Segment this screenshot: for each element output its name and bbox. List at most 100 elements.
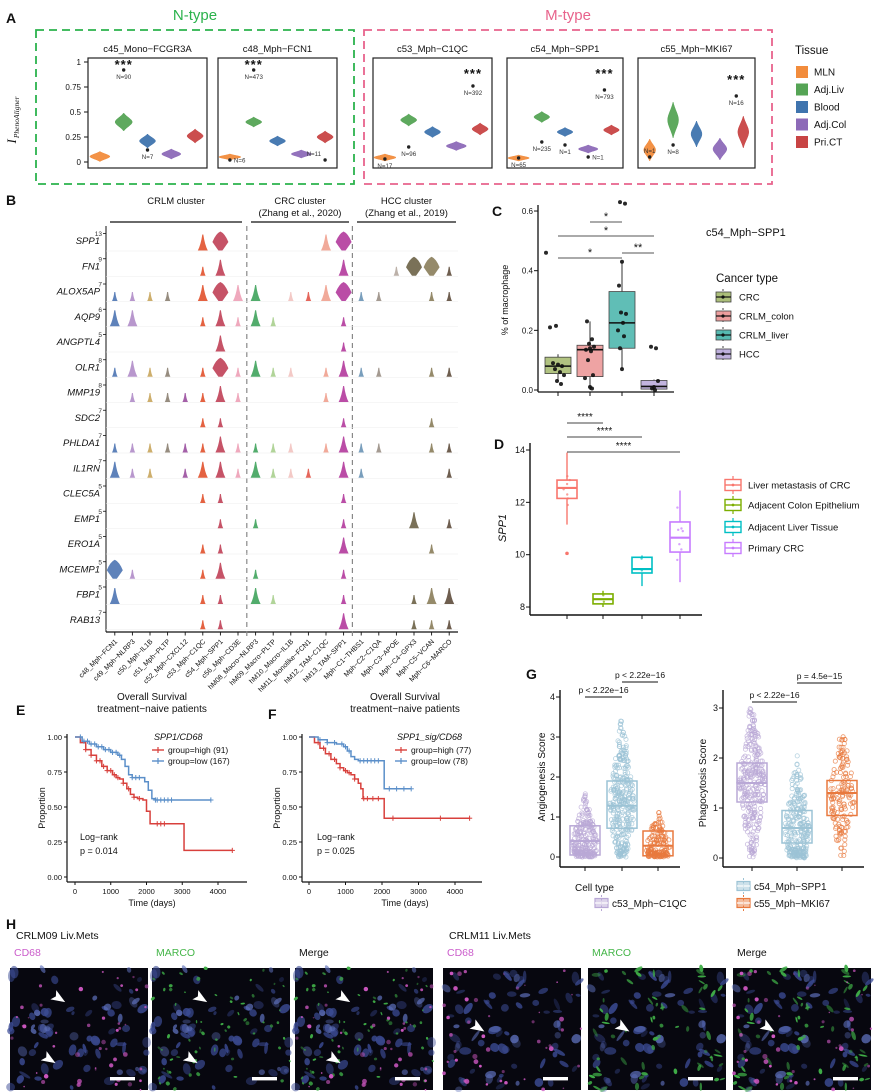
- jitter-point: [756, 746, 762, 752]
- jitter-point: [631, 798, 637, 804]
- data-point: [654, 346, 658, 351]
- jitter-point: [845, 762, 851, 768]
- cd68-signal: [805, 986, 810, 990]
- cd68-signal: [814, 984, 816, 987]
- jitter-point: [838, 852, 844, 858]
- cd68-signal: [541, 1087, 546, 1092]
- cd68-signal: [835, 1046, 838, 1049]
- violin: [643, 138, 656, 162]
- jitter-point: [742, 813, 748, 819]
- jitter-point: [741, 795, 747, 801]
- cd68-signal: [536, 1039, 541, 1044]
- data-point: [620, 259, 624, 264]
- cd68-signal: [390, 1047, 393, 1051]
- jitter-point: [649, 833, 655, 839]
- nucleus: [453, 1024, 460, 1029]
- jitter-point: [651, 837, 657, 843]
- nucleus: [416, 997, 425, 1005]
- violin-subplot-frame: [217, 57, 338, 169]
- expression-violin: [288, 468, 294, 478]
- cd68-signal: [442, 1003, 446, 1008]
- jitter-point: [786, 846, 792, 852]
- nucleus: [696, 1042, 704, 1051]
- jitter-point: [624, 756, 630, 762]
- y-tick-label: 0.75: [47, 768, 62, 777]
- cd68-signal: [139, 1067, 143, 1071]
- jitter-point: [797, 776, 803, 782]
- jitter-point: [747, 723, 753, 729]
- marco-signal: [796, 1044, 801, 1051]
- nucleus: [502, 1045, 510, 1054]
- marco-signal: [251, 993, 255, 998]
- nucleus: [411, 1069, 421, 1077]
- x-tick-label: 3000: [174, 887, 191, 896]
- marco-signal: [215, 1038, 218, 1041]
- n-count-label: N=6: [234, 158, 246, 165]
- expression-violin: [252, 443, 259, 453]
- jitter-point: [754, 837, 760, 843]
- expression-violin: [215, 259, 226, 276]
- x-tick-label: 1000: [337, 887, 354, 896]
- cd68-signal: [453, 986, 458, 991]
- expression-violin: [305, 468, 312, 478]
- cd68-signal: [449, 1033, 453, 1037]
- jitter-point: [832, 758, 838, 764]
- marco-signal: [635, 971, 642, 977]
- marco-signal: [601, 1021, 610, 1025]
- panel-label-e: E: [16, 702, 26, 718]
- jitter-point: [585, 820, 591, 826]
- microscopy-image: [588, 968, 726, 1090]
- marco-signal: [309, 1069, 313, 1075]
- nucleus: [371, 1035, 378, 1042]
- jitter-point: [660, 823, 666, 829]
- cd68-signal: [43, 1074, 49, 1079]
- marco-signal: [269, 1024, 274, 1028]
- jitter-point: [574, 848, 580, 854]
- jitter-point: [623, 743, 629, 749]
- data-point: [544, 250, 548, 255]
- gene-ymax-tick: 8: [98, 383, 102, 390]
- nucleus: [598, 1024, 605, 1029]
- nucleus: [829, 1058, 836, 1069]
- cd68-signal: [736, 1060, 739, 1064]
- nucleus: [33, 1042, 39, 1049]
- logrank-label: Log−rank: [80, 832, 118, 842]
- nucleus: [368, 1064, 376, 1073]
- violin: [139, 133, 156, 149]
- marco-signal: [237, 1011, 240, 1016]
- cd68-signal: [135, 988, 139, 992]
- jitter-point: [756, 734, 762, 740]
- panel-h-microscopy: CRLM09 Liv.Mets CD68 MARCO Merge CRLM11 Liv.…: [6, 930, 874, 1092]
- jitter-point: [841, 804, 847, 810]
- cd68-signal: [515, 986, 520, 990]
- nucleus: [325, 1063, 334, 1075]
- significance-stars: *: [604, 225, 609, 237]
- jitter-point: [611, 786, 617, 792]
- expression-violin: [212, 231, 229, 251]
- expression-violin: [235, 443, 241, 453]
- cd68-signal: [39, 1003, 43, 1007]
- jitter-point: [748, 710, 754, 716]
- jitter-point: [617, 852, 623, 858]
- cd68-signal: [114, 1082, 118, 1086]
- nucleus: [485, 1070, 497, 1079]
- marco-signal: [641, 1061, 645, 1071]
- gene-ymax-tick: 9: [98, 256, 102, 263]
- nucleus: [616, 1030, 625, 1042]
- jitter-point: [744, 841, 750, 847]
- panel-a-violin-plots: N-type M-type IPhenoAligner 1 0.75 0.5 0.25 0 c4…: [4, 7, 846, 185]
- jitter-point: [848, 770, 854, 776]
- marco-signal: [652, 1015, 656, 1020]
- jitter-point: [619, 797, 625, 803]
- expression-violin: [112, 367, 118, 377]
- jitter-point: [795, 829, 801, 835]
- cd68-signal: [579, 1027, 583, 1030]
- jitter-point: [616, 744, 622, 750]
- expression-violin: [338, 436, 349, 453]
- jitter-point: [681, 529, 684, 533]
- gene-label: ANGPTL4: [56, 337, 100, 348]
- cd68-signal: [308, 1085, 310, 1088]
- cd68-signal: [144, 984, 149, 989]
- outlier-dot: [228, 158, 232, 162]
- marco-signal: [638, 1075, 645, 1080]
